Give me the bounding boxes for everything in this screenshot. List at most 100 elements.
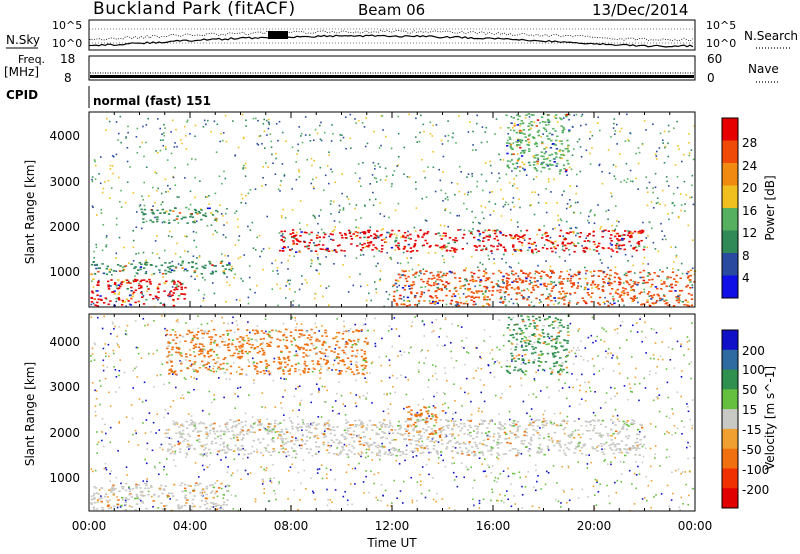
heatmap-cell xyxy=(618,281,621,283)
heatmap-cell xyxy=(324,174,327,177)
heatmap-cell xyxy=(378,250,380,252)
heatmap-cell xyxy=(223,224,225,226)
heatmap-cell xyxy=(465,280,469,282)
heatmap-cell xyxy=(383,453,386,455)
heatmap-cell xyxy=(177,440,180,443)
heatmap-cell xyxy=(344,490,346,493)
heatmap-cell xyxy=(418,140,421,143)
heatmap-cell xyxy=(533,121,535,123)
heatmap-cell xyxy=(134,280,138,282)
heatmap-cell xyxy=(657,250,660,253)
heatmap-cell xyxy=(174,166,176,169)
heatmap-cell xyxy=(112,172,114,175)
heatmap-cell xyxy=(105,235,108,237)
heatmap-cell xyxy=(508,142,511,145)
heatmap-cell xyxy=(500,215,503,217)
heatmap-cell xyxy=(624,253,627,256)
noise-tick-left-bottom: 10^0 xyxy=(52,37,82,50)
heatmap-cell xyxy=(275,157,277,160)
heatmap-cell xyxy=(93,342,96,345)
heatmap-cell xyxy=(572,282,575,284)
heatmap-cell xyxy=(571,488,573,491)
heatmap-cell xyxy=(500,500,503,502)
heatmap-cell xyxy=(681,420,683,422)
heatmap-cell xyxy=(255,448,258,451)
heatmap-cell xyxy=(209,492,213,494)
heatmap-cell xyxy=(467,283,470,285)
heatmap-cell xyxy=(508,410,511,413)
heatmap-cell xyxy=(615,290,617,292)
heatmap-cell xyxy=(291,248,293,250)
heatmap-cell xyxy=(621,300,624,302)
heatmap-cell xyxy=(535,245,537,247)
heatmap-cell xyxy=(189,447,192,449)
heatmap-cell xyxy=(372,191,374,194)
heatmap-cell xyxy=(240,478,242,481)
heatmap-cell xyxy=(355,122,357,124)
heatmap-cell xyxy=(342,495,345,498)
heatmap-cell xyxy=(388,449,390,451)
heatmap-cell xyxy=(575,355,577,358)
heatmap-cell xyxy=(439,246,443,249)
heatmap-cell xyxy=(488,466,490,469)
heatmap-cell xyxy=(145,259,147,262)
heatmap-cell xyxy=(548,276,552,279)
heatmap-cell xyxy=(381,244,384,247)
heatmap-cell xyxy=(444,192,447,195)
heatmap-cell xyxy=(407,243,410,246)
heatmap-cell xyxy=(247,359,250,361)
heatmap-cell xyxy=(476,425,480,428)
heatmap-cell xyxy=(94,469,97,472)
heatmap-cell xyxy=(342,403,345,405)
heatmap-cell xyxy=(360,285,362,288)
heatmap-cell xyxy=(585,246,588,249)
heatmap-cell xyxy=(544,121,547,123)
heatmap-cell xyxy=(546,288,548,290)
heatmap-cell xyxy=(361,231,364,233)
heatmap-cell xyxy=(519,206,521,209)
heatmap-cell xyxy=(560,125,563,127)
heatmap-cell xyxy=(187,262,191,264)
heatmap-cell xyxy=(444,135,447,137)
heatmap-cell xyxy=(121,269,125,272)
heatmap-cell xyxy=(412,283,415,286)
heatmap-cell xyxy=(524,136,527,138)
heatmap-cell xyxy=(98,489,101,491)
heatmap-cell xyxy=(653,357,655,360)
heatmap-cell xyxy=(221,487,223,490)
heatmap-cell xyxy=(570,286,574,288)
heatmap-cell xyxy=(335,251,338,253)
heatmap-cell xyxy=(178,442,181,444)
heatmap-cell xyxy=(559,117,562,119)
heatmap-cell xyxy=(668,218,670,221)
heatmap-cell xyxy=(282,236,285,238)
heatmap-cell xyxy=(360,455,362,458)
heatmap-cell xyxy=(364,231,367,234)
heatmap-cell xyxy=(188,448,190,450)
heatmap-cell xyxy=(225,300,227,303)
heatmap-cell xyxy=(226,221,228,224)
heatmap-cell xyxy=(458,115,460,117)
heatmap-cell xyxy=(483,285,486,288)
heatmap-cell xyxy=(668,417,671,419)
heatmap-cell xyxy=(554,151,557,154)
heatmap-cell xyxy=(632,299,635,301)
heatmap-cell xyxy=(178,212,182,214)
heatmap-cell xyxy=(589,390,592,393)
heatmap-cell xyxy=(414,440,417,442)
heatmap-cell xyxy=(326,165,329,167)
heatmap-cell xyxy=(275,498,277,501)
heatmap-cell xyxy=(654,186,657,189)
heatmap-cell xyxy=(190,376,192,378)
heatmap-cell xyxy=(157,297,160,299)
heatmap-cell xyxy=(382,129,384,131)
heatmap-cell xyxy=(611,303,614,306)
heatmap-cell xyxy=(204,497,208,500)
heatmap-cell xyxy=(526,345,529,347)
heatmap-cell xyxy=(556,202,558,204)
heatmap-cell xyxy=(685,194,687,196)
heatmap-cell xyxy=(107,501,109,503)
heatmap-cell xyxy=(298,251,301,253)
heatmap-cell xyxy=(526,339,528,342)
heatmap-cell xyxy=(245,373,248,376)
